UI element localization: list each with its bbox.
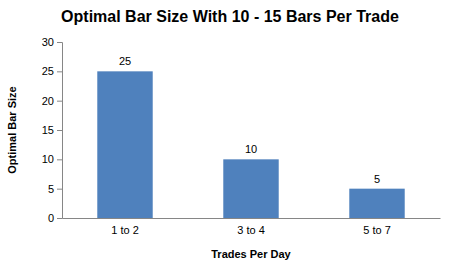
tick-label: 20 <box>42 95 54 107</box>
tick: 3 to 4 <box>237 218 265 236</box>
x-axis: 1 to 2 3 to 4 5 to 7 <box>63 218 441 236</box>
tick: 1 to 2 <box>111 218 139 236</box>
tick-mark <box>57 42 62 43</box>
bar <box>349 189 404 218</box>
y-axis-title: Optimal Bar Size <box>6 86 18 173</box>
y-axis: 0 5 10 15 20 25 30 <box>42 36 63 224</box>
tick-label: 15 <box>42 124 54 136</box>
tick-mark <box>57 189 62 190</box>
data-labels: 25 10 5 <box>119 55 380 184</box>
tick-label: 5 <box>48 183 54 195</box>
tick: 30 <box>42 36 62 48</box>
tick-label: 10 <box>42 153 54 165</box>
tick-label: 30 <box>42 36 54 48</box>
tick: 25 <box>42 65 62 77</box>
tick-mark <box>57 130 62 131</box>
tick: 15 <box>42 124 62 136</box>
bar <box>223 159 278 218</box>
tick: 0 <box>48 212 62 224</box>
bars <box>97 71 404 218</box>
tick-label: 25 <box>42 65 54 77</box>
tick-label: 0 <box>48 212 54 224</box>
axis-line <box>63 218 441 219</box>
tick-mark <box>57 101 62 102</box>
tick-label: 3 to 4 <box>237 224 265 236</box>
tick: 5 to 7 <box>363 218 391 236</box>
tick: 5 <box>48 183 62 195</box>
tick-label: 5 to 7 <box>363 224 391 236</box>
x-axis-title: Trades Per Day <box>211 248 291 260</box>
chart: 0 5 10 15 20 25 30 1 to 2 3 to 4 5 to 7 25 10 5 Optim… <box>0 0 460 270</box>
tick-mark <box>57 218 62 219</box>
axis-line <box>57 43 63 219</box>
data-label: 5 <box>374 173 380 185</box>
plot: 0 5 10 15 20 25 30 1 to 2 3 to 4 5 to 7 25 10 5 <box>42 36 441 236</box>
title: Optimal Bar Size With 10 - 15 Bars Per T… <box>61 8 399 25</box>
data-label: 10 <box>245 143 257 155</box>
bar <box>97 71 152 218</box>
tick-mark <box>57 159 62 160</box>
tick: 20 <box>42 95 62 107</box>
data-label: 25 <box>119 55 131 67</box>
tick-mark <box>57 71 62 72</box>
tick-label: 1 to 2 <box>111 224 139 236</box>
tick: 10 <box>42 153 62 165</box>
